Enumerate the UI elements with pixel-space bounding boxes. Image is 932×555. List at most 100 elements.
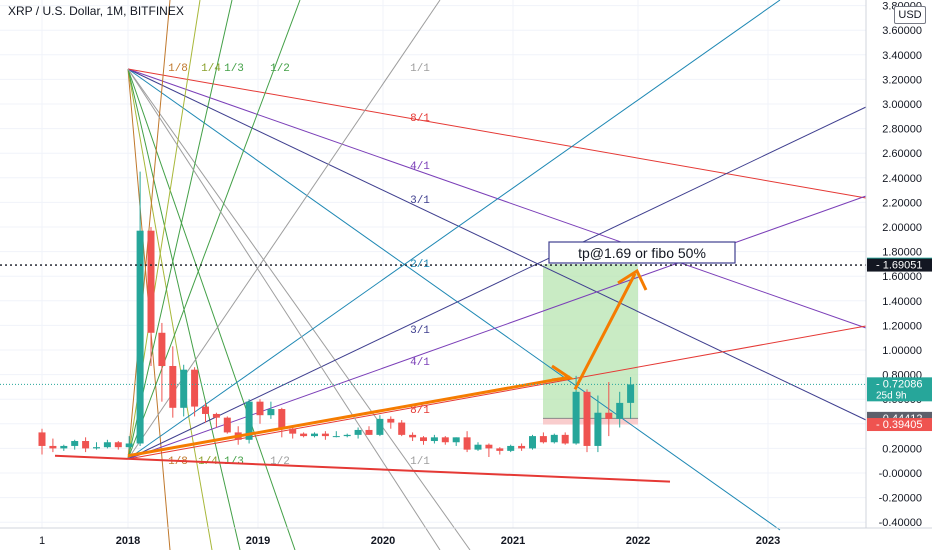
fan-line-2-1 — [127, 0, 781, 460]
time-tick: 1 — [39, 535, 45, 547]
fan-label: 4/1 — [410, 357, 430, 369]
candle-body — [365, 429, 373, 435]
candle-body — [409, 434, 417, 438]
candle-body — [191, 369, 199, 407]
candle-body — [158, 332, 166, 366]
price-tick: 1.40000 — [882, 296, 922, 308]
annotation-box — [548, 241, 736, 264]
candle-body — [343, 434, 351, 437]
price-label-bg — [867, 258, 932, 272]
price-label-bg — [867, 418, 932, 432]
arrow-head — [551, 364, 575, 382]
fan-line-extra — [127, 68, 441, 551]
fan-label: 3/1 — [410, 195, 430, 207]
support-line — [54, 454, 671, 483]
fan-label: 1/8 — [168, 456, 188, 468]
candle-body — [147, 230, 155, 333]
candle-body — [583, 391, 591, 446]
candle-body — [256, 401, 264, 416]
candle-body — [332, 436, 340, 438]
candle-body — [376, 418, 384, 435]
candle-body — [267, 409, 275, 416]
candle-body — [202, 406, 209, 414]
countdown-label: 25d 9h — [876, 390, 907, 401]
fan-label: 3/1 — [410, 325, 430, 337]
candle-body — [387, 418, 395, 423]
candle-body — [627, 384, 635, 403]
projection-arrow-head — [617, 268, 648, 291]
candle-body — [245, 401, 253, 440]
candle-body — [474, 444, 482, 450]
fan-label: 1/2 — [270, 63, 290, 75]
fan-label: 1/4 — [201, 63, 221, 75]
price-tick: 1.80000 — [882, 247, 922, 259]
crosshair — [0, 264, 866, 385]
target-annotation[interactable]: tp@1.69 or fibo 50% — [548, 241, 736, 264]
price-tick: -0.20000 — [879, 493, 922, 505]
candle-body — [212, 413, 220, 418]
price-axis: 3.800003.600003.400003.200003.000002.800… — [865, 0, 932, 550]
fan-line-4-1 — [127, 195, 867, 460]
price-tick: 2.80000 — [882, 124, 922, 136]
drawings — [54, 268, 671, 483]
price-label: - 0.72086 — [876, 378, 922, 390]
candle-body — [496, 448, 504, 451]
fan-line-1-4 — [127, 68, 213, 551]
candle-body — [114, 442, 122, 448]
annotation-text: tp@1.69 or fibo 50% — [578, 245, 706, 261]
price-label: - 0.39405 — [876, 419, 922, 431]
candle-body — [289, 428, 297, 434]
candle-body — [223, 417, 231, 433]
price-tick: 2.20000 — [882, 197, 922, 209]
fan-line-3-1 — [127, 68, 867, 421]
candle-body — [71, 441, 79, 446]
fan-labels: 1/81/41/31/21/18/14/13/12/11/81/41/31/21… — [168, 63, 430, 468]
time-tick: 2020 — [371, 535, 395, 547]
candle-body — [300, 433, 308, 437]
candle-body — [550, 434, 558, 443]
candle-body — [561, 434, 569, 444]
price-tick: 3.20000 — [882, 74, 922, 86]
fan-label: 8/1 — [410, 113, 430, 125]
fan-line-1-1 — [127, 68, 471, 551]
candle-body — [441, 437, 449, 443]
candles — [38, 171, 635, 458]
fan-label: 1/8 — [168, 63, 188, 75]
candle-body — [103, 442, 111, 448]
candle-body — [518, 445, 526, 449]
candle-body — [169, 365, 177, 408]
candle-body — [93, 447, 100, 449]
price-tick: 2.60000 — [882, 148, 922, 160]
fan-line-1-1 — [127, 0, 441, 460]
candle-body — [321, 433, 329, 437]
fan-line-1-2 — [127, 68, 296, 551]
candle-body — [420, 437, 427, 442]
currency-button[interactable]: USD — [894, 6, 926, 24]
candle-body — [398, 422, 406, 435]
time-tick: 2019 — [246, 535, 270, 547]
time-tick: 2023 — [756, 535, 780, 547]
fan-label: 8/1 — [410, 405, 430, 417]
fan-label: 4/1 — [410, 161, 430, 173]
time-axis: 1 2018 2019 2020 2021 2022 2023 — [0, 527, 932, 547]
candle-body — [180, 369, 188, 408]
price-tick: 1.60000 — [882, 271, 922, 283]
price-tick: -0.00000 — [879, 468, 922, 480]
candle-body — [49, 445, 57, 449]
time-tick: 2022 — [626, 535, 650, 547]
candle-body — [278, 409, 286, 429]
candle-body — [38, 432, 46, 446]
candle-body — [136, 230, 144, 444]
fan-line-1-2 — [127, 0, 301, 460]
uptrend-line — [127, 375, 571, 458]
candle-body — [463, 437, 471, 450]
candle-body — [60, 445, 68, 449]
fan-label: 1/3 — [224, 456, 244, 468]
price-tick: 2.00000 — [882, 222, 922, 234]
fan-line-2-1 — [127, 68, 781, 531]
fan-line-1-8 — [127, 0, 171, 460]
fan-line-1-3 — [127, 0, 233, 460]
candle-body — [82, 441, 90, 449]
